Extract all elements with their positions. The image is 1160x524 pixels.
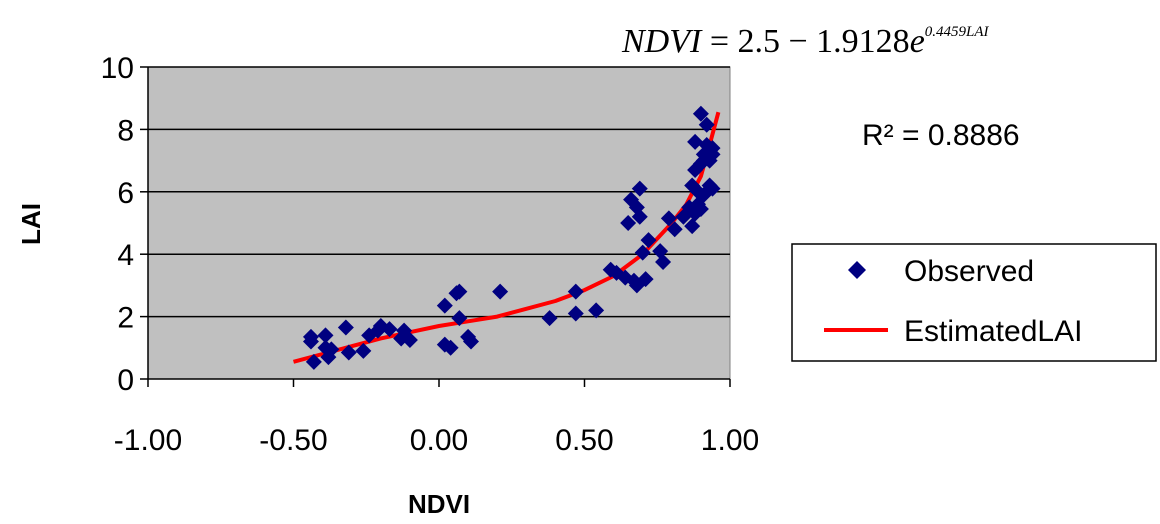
observed-series <box>302 105 721 370</box>
estimated-lai-line <box>292 111 721 364</box>
observed-point <box>704 146 721 163</box>
x-tick-label: -0.50 <box>259 424 327 457</box>
observed-point <box>381 321 398 338</box>
r-squared-label: R² = 0.8886 <box>862 119 1020 152</box>
x-tick-label: 1.00 <box>701 424 759 457</box>
observed-point <box>567 305 584 322</box>
y-tick-label: 10 <box>101 52 134 85</box>
observed-point <box>655 254 672 270</box>
x-axis-title: NDVI <box>408 489 470 519</box>
observed-point <box>704 180 721 197</box>
observed-point <box>401 332 418 348</box>
gridlines <box>148 66 730 318</box>
observed-point <box>631 180 648 197</box>
regression-equation: NDVI = 2.5 − 1.9128e0.4459LAI <box>621 23 990 60</box>
observed-point <box>692 200 709 217</box>
equation-base: e <box>910 23 925 60</box>
legend: Observed EstimatedLAI <box>791 243 1157 362</box>
observed-point <box>442 339 459 356</box>
estimated-series <box>292 111 721 364</box>
observed-point <box>305 353 322 370</box>
observed-point <box>451 283 468 300</box>
observed-point <box>302 333 319 350</box>
observed-point <box>666 221 683 238</box>
observed-point <box>660 210 677 227</box>
y-tick-label: 2 <box>117 302 134 335</box>
observed-point <box>436 297 453 314</box>
observed-point <box>317 327 334 344</box>
legend-label-observed: Observed <box>904 255 1034 288</box>
observed-point <box>355 342 372 359</box>
observed-point <box>631 208 648 225</box>
observed-point <box>323 341 340 358</box>
plot-background <box>147 66 731 380</box>
observed-point <box>684 218 701 235</box>
x-tick-label: 0.00 <box>410 424 468 457</box>
equation-rhs: = 2.5 − 1.9128 <box>701 23 909 60</box>
observed-point <box>451 310 468 327</box>
observed-point <box>463 333 480 350</box>
legend-marker-observed <box>848 261 866 279</box>
equation-exponent: 0.4459LAI <box>925 24 990 40</box>
observed-point <box>567 283 584 300</box>
observed-point <box>692 105 709 122</box>
observed-point <box>620 215 637 231</box>
observed-point <box>640 232 657 249</box>
observed-point <box>652 243 669 260</box>
y-tick-label: 8 <box>117 114 134 147</box>
observed-point <box>588 302 605 319</box>
y-tick-label: 4 <box>117 239 134 272</box>
observed-point <box>698 116 715 133</box>
observed-point <box>541 310 558 327</box>
tick-labels: 0 2 4 6 8 10 -1.00 -0.50 0.00 0.50 1.00 <box>101 52 760 457</box>
observed-point <box>492 283 509 300</box>
x-tick-label: -1.00 <box>114 424 182 457</box>
legend-label-estimated: EstimatedLAI <box>904 315 1082 348</box>
equation-lhs: NDVI <box>621 23 703 60</box>
plot-area <box>147 66 731 380</box>
y-tick-label: 0 <box>117 364 134 397</box>
y-axis-title: LAI <box>16 203 46 245</box>
observed-point <box>337 319 354 336</box>
x-tick-label: 0.50 <box>555 424 613 457</box>
observed-point <box>340 344 357 361</box>
observed-point <box>687 133 704 150</box>
axes <box>140 66 731 387</box>
observed-point <box>637 271 654 288</box>
legend-box <box>791 243 1157 362</box>
y-tick-label: 6 <box>117 177 134 210</box>
observed-point <box>634 244 651 261</box>
